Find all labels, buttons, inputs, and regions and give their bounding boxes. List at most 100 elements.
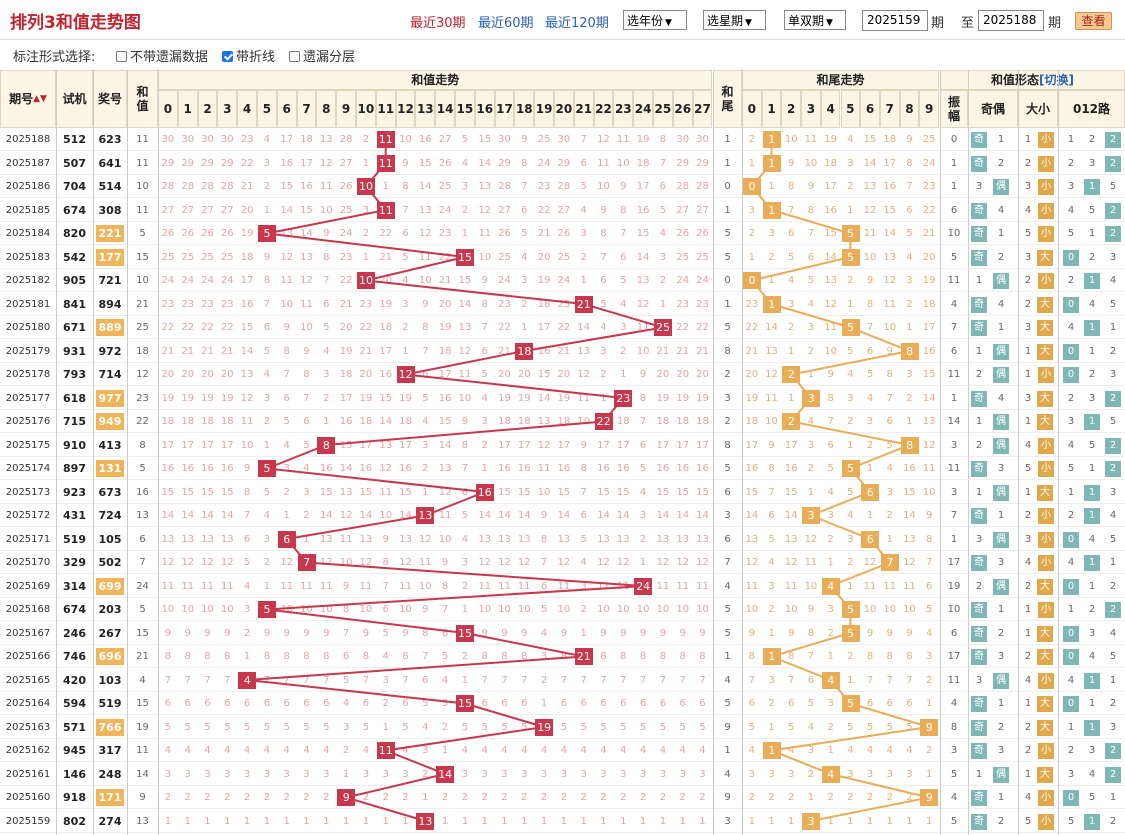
tail-cell: 7 [724,557,731,568]
table-row: 2025185 674 308 11 27 27 27 27 20 1 14 15 10 25 3 11 7 13… [0,198,1125,222]
sum-omission-cell: 1 [422,486,429,498]
sum-omission-cell: 7 [224,674,231,686]
checkbox-icon[interactable] [289,51,300,62]
checkbox-icon[interactable] [116,51,127,62]
tail-omission-cell: 5 [807,698,815,709]
tail-omission-cell: 4 [827,486,834,498]
parity-select-label: 单双期 [788,14,825,28]
tail-hit-marker: 1 [762,742,781,759]
big-omission-cell: 4 [1024,557,1032,568]
sum-omission-cell: 8 [283,651,290,662]
small-omission-cell: 1 [1024,627,1032,639]
switch-link[interactable]: [切换] [1039,73,1074,87]
trial-cell: 542 [63,250,86,264]
link-last-60[interactable]: 最近60期 [478,16,534,31]
sum-omission-cell: 19 [537,275,551,286]
sum-header: 和值 [127,70,158,128]
chevron-down-icon: ▼ [745,18,752,28]
sum-omission-cell: 15 [517,486,531,498]
sum-omission-cell: 17 [161,439,175,451]
issue-cell: 2025178 [5,369,51,380]
from-period-input[interactable]: 2025159 [862,10,928,31]
trial-cell: 146 [63,767,86,781]
tail-omission-cell: 1 [847,439,854,451]
sum-omission-cell: 21 [498,345,511,357]
view-button[interactable]: 查看 [1075,12,1112,30]
route-omission-cell: 1 [1109,322,1117,333]
sum-omission-cell: 3 [402,298,409,310]
route-0-tag: 0 [1063,296,1079,313]
sum-omission-cell: 7 [303,392,310,404]
option-with-line[interactable]: 带折线 [222,46,275,65]
sum-omission-cell: 4 [342,698,350,709]
year-select[interactable]: 选年份 ▼ [623,10,687,30]
route-omission-cell: 5 [1109,181,1117,192]
link-last-120[interactable]: 最近120期 [545,16,609,31]
to-period-input[interactable]: 2025188 [978,10,1044,31]
sum-omission-cell: 8 [402,181,409,192]
route-omission-cell: 1 [1088,698,1096,709]
sum-omission-cell: 14 [636,251,650,263]
prize-cell: 221 [96,225,124,242]
big-omission-cell: 1 [1024,604,1032,615]
sum-omission-cell: 16 [438,392,452,404]
tail-omission-cell: 1 [807,369,815,380]
route-1-tag: 1 [1084,672,1100,689]
prize-cell: 641 [98,156,122,170]
tail-omission-cell: 4 [807,721,815,733]
table-row: 2025176 715 949 22 18 18 18 18 11 2 5 6 1 16 18 14 18 4 15… [0,410,1125,433]
sum-omission-cell: 13 [478,533,492,545]
sum-omission-cell: 5 [243,721,251,733]
sum-omission-cell: 1 [263,580,271,592]
link-last-30[interactable]: 最近30期 [410,16,466,31]
sum-omission-cell: 6 [342,651,350,662]
option-layered[interactable]: 遗漏分层 [289,46,355,65]
sum-omission-cell: 8 [699,651,706,662]
sum-omission-cell: 7 [540,557,548,568]
sort-icon[interactable]: ▲▼ [33,94,47,104]
sum-omission-cell: 6 [620,251,627,263]
sum-omission-cell: 9 [540,510,548,521]
sum-omission-cell: 4 [303,745,310,756]
tail-omission-cell: 13 [765,345,778,357]
column-divider [940,70,941,835]
sum-omission-cell: 5 [323,322,330,333]
tail-hit-marker: 4 [821,765,840,783]
issue-header[interactable]: 期号 ▲▼ [0,70,56,128]
tail-omission-cell: 21 [922,228,936,239]
tail-cell: 9 [724,721,731,733]
sum-omission-cell: 12 [280,557,294,568]
route-omission-cell: 3 [1109,369,1117,380]
weekday-select[interactable]: 选星期 ▼ [703,10,766,30]
sum-omission-cell: 1 [184,815,191,827]
sum-omission-cell: 5 [263,345,271,357]
prize-cell: 949 [96,413,124,430]
route-omission-cell: 3 [1067,768,1075,780]
tail-omission-cell: 1 [847,298,854,310]
tail-omission-cell: 15 [883,204,897,216]
sum-column-17: 17 [494,90,515,128]
sum-omission-cell: 11 [319,181,333,192]
sum-omission-cell: 19 [339,345,353,357]
sum-omission-cell: 10 [339,557,353,568]
sum-column-8-text: 8 [322,102,331,116]
parity-select[interactable]: 单双期 ▼ [784,10,846,30]
tail-column-3: 3 [801,90,821,128]
sum-omission-cell: 10 [379,510,393,521]
sum-omission-cell: 17 [201,439,214,451]
checkbox-checked-icon[interactable] [222,51,233,62]
sum-cell: 12 [136,369,149,380]
sum-cell: 14 [136,768,149,780]
tail-omission-cell: 5 [906,228,913,239]
tail-omission-cell: 3 [788,768,795,780]
big-omission-cell: 2 [1024,510,1032,521]
sum-omission-cell: 12 [557,557,571,568]
sum-omission-cell: 5 [204,721,211,733]
sum-omission-cell: 8 [243,486,251,498]
route-omission-cell: 2 [1067,745,1075,756]
option-no-omission[interactable]: 不带遗漏数据 [116,46,208,65]
tail-cell: 6 [724,486,731,498]
tail-cell: 5 [724,322,731,333]
sum-omission-cell: 4 [560,745,568,756]
issue-cell: 2025169 [5,580,51,592]
